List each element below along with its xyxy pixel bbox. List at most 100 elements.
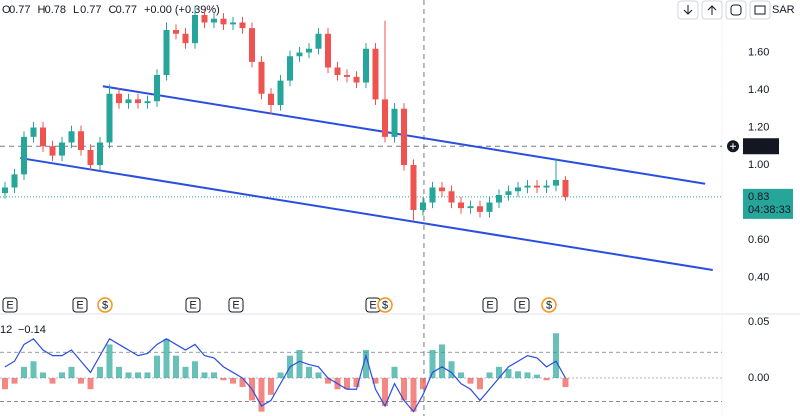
histogram-bar [534,374,540,379]
event-marker[interactable]: E [228,297,244,313]
y-tick-label: 0.00 [748,372,769,384]
candle-body [144,101,151,104]
candle-body [496,195,502,203]
histogram-bar [201,372,208,379]
histogram-bar [49,378,56,384]
event-badge [97,297,113,313]
histogram-bar [458,372,464,379]
event-label: E [76,299,83,311]
candle-body [154,75,160,102]
histogram-bar [230,378,236,384]
histogram-bar [401,378,407,401]
event-marker[interactable]: E [514,297,530,313]
candle-body [211,18,217,23]
histogram-bar [116,366,122,379]
candle-body [391,108,398,137]
candle-body [277,80,284,105]
y-tick-label: 1.00 [748,159,769,171]
ohlc-value: 0.77 [116,4,137,16]
trendline [20,157,713,271]
event-label: E [518,299,525,311]
event-marker[interactable]: E [482,297,498,313]
histogram-bar [315,372,322,379]
histogram-bar [439,344,445,379]
event-badge [2,297,18,313]
event-marker[interactable]: E [365,297,381,313]
last-price-tag [743,188,793,219]
ohlc-label: H [38,4,46,16]
y-tick-label: 1.60 [748,46,769,58]
y-tick-label: 1.40 [748,84,769,96]
up-icon [707,5,717,15]
candle-body [515,187,521,192]
event-badge [541,297,557,313]
candle-body [192,15,198,44]
event-label: E [232,299,239,311]
candle-body [87,150,94,165]
event-badge [185,297,201,313]
histogram-bar [144,372,151,379]
candle-body [382,99,388,137]
candle-body [106,93,113,143]
event-marker[interactable]: E [185,297,201,313]
up-button[interactable] [701,0,723,20]
histogram-bar [125,372,132,379]
candle-body [201,15,208,23]
oscillator-name: 12 [0,324,12,336]
histogram-bar [59,372,65,379]
histogram-bar [277,372,284,379]
event-marker[interactable]: E [72,297,88,313]
histogram-bar [543,378,550,381]
candle-body [296,52,303,57]
event-badge [514,297,530,313]
ohlc-label: C [109,4,117,16]
histogram-bar [68,366,75,379]
event-marker[interactable]: $ [377,297,393,313]
histogram-bar [11,378,18,384]
symbol-button[interactable]: SAR [772,4,795,16]
reset-button[interactable] [725,0,747,20]
candle-body [325,33,331,68]
candle-body [40,127,46,147]
event-marker[interactable]: $ [541,297,557,313]
reset-icon [730,4,742,16]
histogram-bar [40,372,46,379]
candle-body [410,165,417,210]
candle-body [524,185,531,188]
candle-body [505,191,512,195]
candle-body [534,185,540,188]
candle-body [287,56,293,81]
histogram-bar [391,366,398,379]
histogram-bar [325,378,331,384]
down-button[interactable] [677,0,699,20]
histogram-bar [429,350,436,379]
histogram-bar [192,361,198,379]
event-label: E [189,299,196,311]
histogram-bar [353,378,360,387]
histogram-bar [372,378,379,384]
event-marker[interactable]: E [2,297,18,313]
ohlc-value: 0.77 [9,4,30,16]
histogram-bar [268,378,274,395]
candle-body [78,131,84,150]
histogram-bar [515,371,521,379]
candle-body [116,93,122,104]
histogram-bar [106,344,113,379]
histogram-bar [182,366,189,379]
candle-body [182,33,189,44]
histogram-bar [496,366,502,379]
event-badge [228,297,244,313]
crosshair-add-icon [730,143,736,150]
candle-body [220,18,227,25]
candle-body [553,180,559,186]
toolbar-icons [677,0,771,20]
candle-body [49,146,56,156]
histogram-bar [562,378,569,387]
candle-body [239,22,246,29]
candle-body [448,191,455,203]
histogram-bar [258,378,265,412]
event-marker[interactable]: $ [97,297,113,313]
fullscreen-button[interactable] [749,0,771,20]
event-badge [377,297,393,313]
